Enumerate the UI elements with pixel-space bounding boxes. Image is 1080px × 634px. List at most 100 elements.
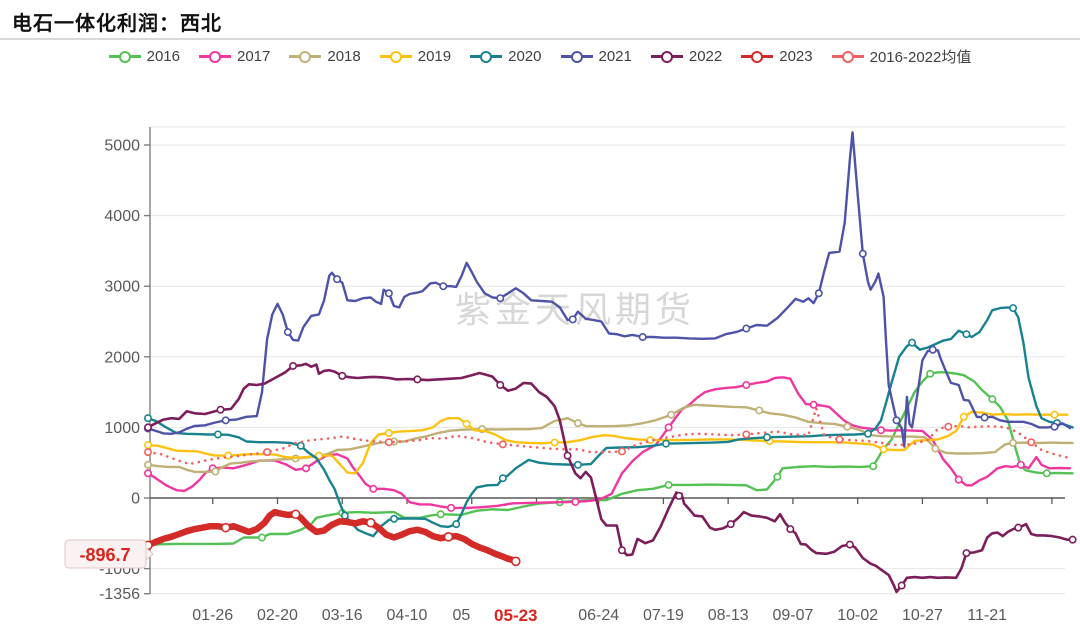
series-marker-2021 [439, 282, 448, 291]
series-marker-2021 [742, 324, 751, 333]
series-marker-mean [498, 440, 507, 449]
series-line-2019 [146, 410, 1069, 475]
series-marker-2022 [496, 381, 505, 390]
series-line-2022 [146, 362, 1074, 594]
series-marker-2022 [289, 361, 298, 370]
series-marker-2017 [954, 475, 963, 484]
series-marker-2016 [869, 462, 878, 471]
series-marker-2021 [928, 345, 937, 354]
series-marker-2023 [220, 522, 231, 533]
series-marker-2020 [144, 414, 153, 423]
series-marker-2021 [814, 289, 823, 298]
series-marker-2019 [462, 419, 471, 428]
y-tick-label: 2000 [104, 349, 140, 366]
series-marker-2022 [786, 525, 795, 534]
page-title: 电石一体化利润：西北 [12, 13, 222, 35]
legend-marker-icon [379, 50, 412, 63]
legend-item-mean[interactable]: 2016-2022均值 [831, 46, 971, 67]
series-marker-2017 [144, 469, 153, 478]
series-marker-2022 [726, 520, 735, 529]
x-tick-label: 10-02 [837, 607, 878, 624]
series-marker-2018 [144, 460, 153, 469]
series-marker-2022 [338, 371, 347, 380]
legend-item-2018[interactable]: 2018 [289, 48, 361, 65]
series-marker-2016 [988, 395, 997, 404]
x-tick-label: 04-10 [387, 607, 428, 624]
y-tick-label: 3000 [104, 279, 140, 296]
series-marker-2022 [845, 540, 854, 549]
series-marker-2018 [755, 406, 764, 415]
y-tick-label: 4000 [104, 208, 140, 225]
series-marker-2017 [571, 497, 580, 506]
x-tick-label: 09-07 [772, 607, 813, 624]
x-tick-label: 01-26 [192, 607, 233, 624]
badge-value: -896.7 [79, 545, 130, 565]
series-marker-2023 [365, 517, 376, 528]
legend-label: 2019 [417, 48, 452, 65]
series-marker-2018 [931, 444, 940, 453]
series-marker-2022 [617, 546, 626, 555]
series-marker-2017 [447, 503, 456, 512]
series-marker-2016 [664, 480, 673, 489]
series-marker-2020 [340, 511, 349, 520]
series-marker-2019 [879, 445, 888, 454]
series-marker-2018 [667, 410, 676, 419]
series-line-2021 [146, 131, 1072, 448]
series-marker-2016 [436, 510, 445, 519]
legend-label: 2021 [598, 48, 632, 65]
series-line-mean [146, 407, 1072, 466]
series-marker-2018 [573, 419, 582, 428]
series-marker-2020 [213, 430, 222, 439]
series-marker-2017 [369, 484, 378, 493]
series-marker-2018 [1009, 438, 1018, 447]
series-line-2023 [144, 508, 520, 565]
series-marker-2021 [568, 315, 577, 324]
legend-item-2020[interactable]: 2020 [470, 48, 542, 65]
series-marker-2020 [498, 474, 507, 483]
series-marker-2022 [1014, 523, 1023, 532]
series-marker-2018 [211, 467, 220, 476]
x-tick-label-highlight: 05-23 [494, 606, 537, 625]
series-marker-2017 [301, 464, 310, 473]
series-line-2018 [146, 403, 1074, 474]
series-marker-2022 [674, 491, 683, 500]
series-marker-2019 [959, 412, 968, 421]
series-marker-2021 [384, 289, 393, 298]
series-marker-2018 [843, 422, 852, 431]
series-marker-2017 [664, 423, 673, 432]
series-marker-2022 [413, 375, 422, 384]
series-marker-2023 [443, 532, 454, 542]
series-marker-2016 [257, 533, 266, 542]
series-marker-2021 [283, 328, 292, 337]
series-marker-2021 [1050, 422, 1059, 431]
x-tick-label: 10-27 [902, 607, 943, 624]
series-marker-2019 [550, 438, 559, 447]
legend-marker-icon [470, 50, 503, 63]
legend-item-2022[interactable]: 2022 [650, 48, 722, 65]
series-marker-2017 [742, 381, 751, 390]
legend-item-2017[interactable]: 2017 [199, 48, 270, 65]
series-marker-2017 [876, 426, 885, 435]
series-line-2016 [146, 371, 1074, 547]
series-marker-2023 [510, 556, 521, 567]
legend-item-2019[interactable]: 2019 [379, 48, 452, 65]
y-tick-label: -1356 [99, 586, 140, 603]
legend-item-2016[interactable]: 2016 [108, 48, 180, 65]
series-marker-2023 [290, 509, 301, 520]
series-marker-2021 [980, 413, 989, 422]
series-marker-2019 [224, 451, 233, 460]
legend-item-2021[interactable]: 2021 [560, 48, 632, 65]
series-marker-2016 [773, 472, 782, 481]
series-marker-mean [144, 448, 153, 457]
series-marker-2017 [1016, 460, 1025, 469]
series-marker-2021 [221, 416, 230, 425]
series-marker-2020 [390, 514, 399, 523]
series-marker-2022 [144, 423, 153, 432]
legend-item-2023[interactable]: 2023 [741, 48, 813, 65]
x-tick-label: 03-16 [322, 607, 363, 624]
legend: 2016 2017 2018 2019 2020 2021 2022 2023 2016-202… [0, 46, 1080, 67]
series-marker-2020 [962, 330, 971, 339]
y-tick-label: 5000 [104, 138, 140, 155]
legend-marker-icon [831, 50, 864, 63]
